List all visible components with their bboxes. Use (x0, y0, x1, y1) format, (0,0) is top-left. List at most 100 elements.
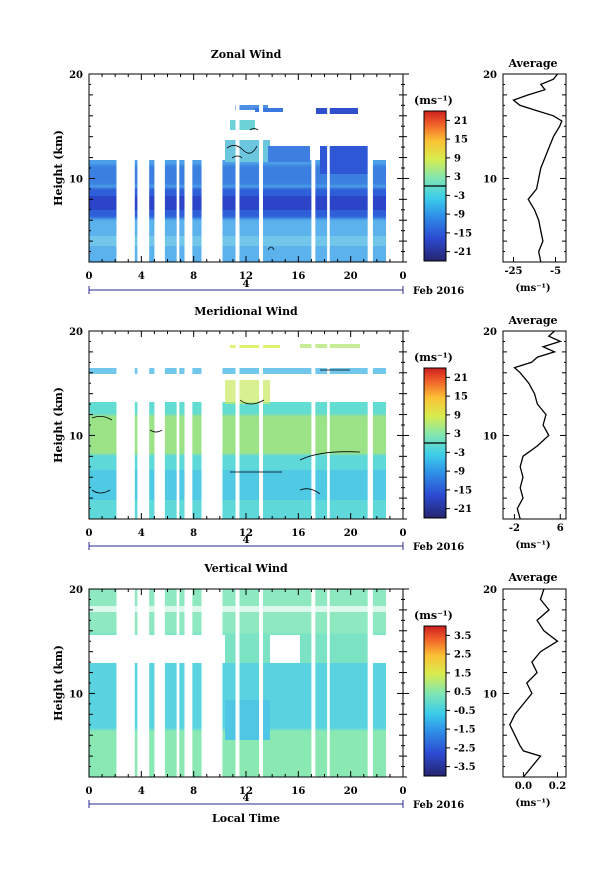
x-tick-label: 20 (344, 786, 358, 797)
y-tick-label: 20 (483, 585, 497, 596)
data-gap (116, 589, 135, 777)
colorbar-tick-label: 2.5 (454, 650, 471, 661)
data-gap (385, 74, 403, 262)
time-axis: 4 Feb 2016 Local Time (88, 793, 464, 825)
x-tick-label: 8 (190, 786, 197, 797)
avg-units: (ms⁻¹) (515, 540, 550, 551)
x-tick-label: 20 (344, 271, 358, 282)
avg-title: Average (507, 314, 557, 327)
colorbar-tick-label: -2.5 (454, 743, 476, 754)
colorbar-tick-label: 3 (454, 172, 461, 183)
y-axis-label: Height (km) (52, 387, 65, 463)
colorbar: (ms⁻¹) 21 15 9 3 -3 -9 -15 -21 (414, 351, 472, 519)
y-tick-label: 10 (483, 174, 497, 185)
average-profile: Average (ms⁻¹) -25 -5 (502, 57, 567, 294)
avg-ticks: 0.0 0.2 (515, 772, 566, 792)
colorbar-tick-label: 0.5 (454, 687, 471, 698)
data-gap (385, 589, 403, 777)
data-gap (137, 589, 150, 777)
y-tick-label: 10 (69, 174, 83, 185)
data-gap (201, 589, 223, 777)
colorbar-tick-label: -21 (454, 247, 472, 258)
average-profile: Average (ms⁻¹) -2 6 (502, 314, 567, 551)
colorbar-units: (ms⁻¹) (414, 609, 453, 622)
x-tick-label: 8 (190, 528, 197, 539)
data-gap (154, 589, 165, 777)
colorbar-tick-label: -9 (454, 467, 465, 478)
colorbar: (ms⁻¹) 21 15 9 3 -3 -9 -15 -21 (414, 94, 472, 262)
colorbar-ticks: 21 15 9 3 -3 -9 -15 -21 (446, 373, 472, 515)
day-label: 4 (243, 535, 250, 546)
x-tick-label: 0 (86, 271, 93, 282)
avg-x-tick-label: 0.2 (549, 781, 566, 792)
data-gaps (116, 74, 403, 262)
y-tick-label: 20 (69, 585, 83, 596)
panel-zonal: Zonal Wind Height (km) (52, 48, 567, 297)
data-gap (235, 331, 240, 519)
colorbar-tick-label: 3 (454, 429, 461, 440)
data-gap (137, 331, 150, 519)
y-tick-label: 10 (483, 431, 497, 442)
heatmap-meridional (89, 331, 403, 519)
y-tick-label: 20 (483, 327, 497, 338)
x-tick-label: 16 (291, 786, 305, 797)
colorbar-tick-label: -3.5 (454, 762, 476, 773)
avg-units: (ms⁻¹) (515, 798, 550, 809)
panel-title: Meridional Wind (194, 305, 298, 318)
avg-x-tick-label: -5 (550, 266, 561, 277)
data-gap (176, 74, 180, 262)
y-tick-label: 10 (483, 689, 497, 700)
data-gap (137, 74, 150, 262)
xticks: 0 4 8 12 16 20 0 (86, 331, 407, 539)
day-label: 4 (243, 793, 250, 804)
x-tick-label: 12 (239, 528, 253, 539)
data-gap (176, 589, 180, 777)
colorbar-tick-label: 15 (454, 392, 468, 403)
date-label: Feb 2016 (413, 542, 464, 553)
avg-title: Average (507, 571, 557, 584)
colorbar-tick-label: -21 (454, 504, 472, 515)
colorbar-tick-label: 3.5 (454, 631, 471, 642)
data-gap (385, 331, 403, 519)
heatmap-vertical (89, 589, 403, 777)
panel-vertical: Vertical Wind Height (km) 0 4 8 12 16 20 0 10 1… (52, 562, 567, 825)
data-gap (311, 74, 316, 262)
x-tick-label: 0 (86, 786, 93, 797)
data-gap (201, 331, 223, 519)
colorbar-tick-label: -3 (454, 191, 465, 202)
yticks: 10 10 20 20 (69, 585, 566, 778)
data-gap (259, 331, 264, 519)
data-gap (259, 589, 264, 777)
x-tick-label: 12 (239, 786, 253, 797)
x-tick-label: 0 (86, 528, 93, 539)
x-tick-label: 16 (291, 528, 305, 539)
average-profile-line (509, 588, 559, 778)
avg-ticks: -25 -5 (504, 257, 561, 277)
colorbar-tick-label: 9 (454, 153, 461, 164)
colorbar-units: (ms⁻¹) (414, 351, 453, 364)
x-tick-label: 0 (400, 271, 407, 282)
avg-x-tick-label: 6 (557, 523, 564, 534)
y-tick-label: 20 (69, 70, 83, 81)
yticks: 10 10 20 20 (69, 327, 566, 520)
colorbar-units: (ms⁻¹) (414, 94, 453, 107)
time-axis: 4 Feb 2016 (88, 535, 464, 553)
x-tick-label: 12 (239, 271, 253, 282)
data-gap (201, 74, 223, 262)
data-gap (184, 331, 193, 519)
avg-ticks: -2 6 (509, 514, 564, 534)
data-gap (327, 589, 330, 777)
colorbar-tick-label: -15 (454, 228, 472, 239)
x-tick-label: 8 (190, 271, 197, 282)
y-axis-label: Height (km) (52, 130, 65, 206)
colorbar-tick-label: 15 (454, 135, 468, 146)
avg-x-tick-label: -25 (504, 266, 522, 277)
colorbar-tick-label: -9 (454, 210, 465, 221)
y-tick-label: 10 (69, 431, 83, 442)
data-gap (327, 331, 330, 519)
data-gap (367, 589, 373, 777)
x-axis-label: Local Time (212, 812, 280, 825)
data-gap (154, 74, 165, 262)
x-tick-label: 4 (138, 786, 145, 797)
